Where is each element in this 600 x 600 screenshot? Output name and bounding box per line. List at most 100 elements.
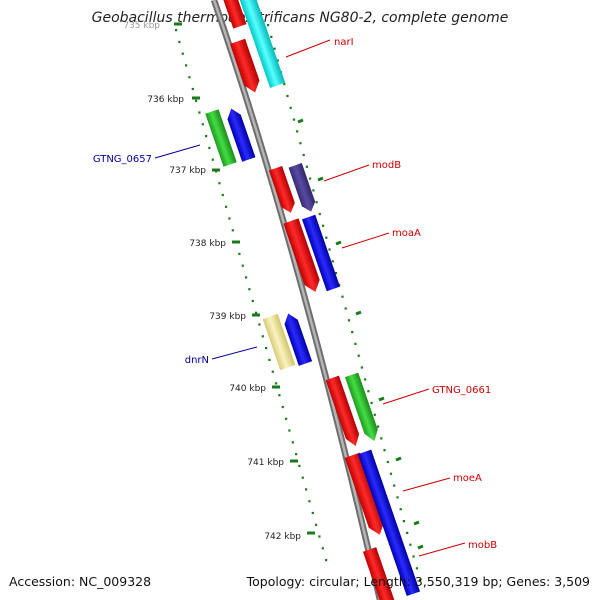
inner-guide-dot: [231, 229, 234, 232]
inner-guide-dot: [178, 40, 181, 43]
inner-guide-dot: [185, 64, 188, 67]
gene-label: GTNG_0661: [432, 385, 491, 396]
outer-guide-dot: [283, 83, 286, 86]
callout-line: [154, 144, 201, 159]
outer-guide-dot: [322, 224, 325, 227]
inner-guide-dot: [218, 182, 221, 185]
outer-guide-dot: [341, 295, 344, 298]
outer-guide-dot: [351, 331, 354, 334]
inner-guide-dot: [255, 311, 258, 314]
gene-features: [205, 0, 421, 600]
label-nari: narI: [285, 37, 354, 58]
outer-guide-dot: [393, 484, 396, 487]
gene-label: modB: [372, 160, 401, 171]
tick-736: 736 kbp: [147, 95, 200, 105]
genome-backbone-highlight: [212, 0, 382, 600]
inner-guide-dot: [271, 370, 274, 373]
inner-guide-dot: [298, 464, 301, 467]
inner-guide-dot: [238, 252, 241, 255]
gene-red-top: [220, 0, 247, 29]
map-title: Geobacillus thermodenitrificans NG80-2, …: [91, 10, 509, 26]
inner-guide-dot: [301, 476, 304, 479]
gene-blue-gtng0657: [227, 108, 256, 162]
inner-guide-dot: [205, 135, 208, 138]
outer-tick: [335, 240, 342, 246]
gene-arrow: [344, 452, 384, 535]
outer-guide-dot: [309, 177, 312, 180]
inner-guide-dot: [318, 535, 321, 538]
outer-guide-dot: [331, 260, 334, 263]
inner-guide-dot: [278, 394, 281, 397]
inner-guide-dot: [181, 52, 184, 55]
gene-yellow-dnrn: [262, 313, 296, 371]
outer-guide-dot: [267, 24, 270, 27]
inner-guide-dot: [198, 111, 201, 114]
outer-guide-dot: [402, 520, 405, 523]
outer-guide-dot: [360, 366, 363, 369]
gene-arrow: [227, 108, 256, 162]
inner-guide-dot: [311, 511, 314, 515]
outer-guide-dot: [289, 106, 292, 109]
tick-label: 742 kbp: [264, 532, 301, 542]
gene-arrow: [229, 38, 260, 93]
gene-label: mobB: [468, 540, 497, 551]
tick-735: 735 kbp: [123, 21, 182, 31]
inner-guide-dot: [258, 323, 261, 326]
gene-arrow: [283, 218, 320, 292]
outer-tick-group: [297, 118, 424, 550]
label-moea: moeA: [402, 473, 482, 492]
outer-guide-dot: [367, 390, 370, 393]
gene-body: [238, 0, 286, 88]
gene-body: [220, 0, 247, 29]
tick-label: 741 kbp: [247, 458, 284, 468]
gene-labels: narI GTNG_0657 modB moaA dnrN GTNG_0661: [93, 37, 497, 557]
tick-742: 742 kbp: [264, 531, 315, 542]
outer-guide-dot: [292, 118, 296, 121]
gene-label: moaA: [392, 228, 421, 239]
outer-tick: [413, 520, 420, 526]
outer-guide-dot: [270, 35, 273, 38]
inner-guide-dot: [201, 123, 204, 126]
gene-body: [205, 109, 237, 167]
gene-cyan-narI-block: [238, 0, 286, 88]
inner-guide-dot: [245, 276, 248, 279]
gene-arrow: [284, 313, 313, 366]
callout-line: [418, 542, 466, 557]
outer-guide-dot: [412, 555, 415, 558]
inner-guide-dot: [308, 500, 311, 503]
outer-guide-dot: [296, 130, 299, 133]
gene-red-narI: [229, 38, 260, 93]
outer-guide-dot: [334, 272, 338, 275]
outer-guide-dot: [318, 212, 321, 216]
outer-guide-dot: [386, 460, 389, 464]
outer-guide-dot: [315, 201, 318, 204]
inner-guide-dot: [325, 559, 328, 562]
inner-guide-dot: [225, 205, 228, 208]
outer-guide-dot: [419, 579, 422, 582]
label-modb: modB: [323, 160, 401, 182]
outer-guide-dot: [328, 248, 331, 251]
gene-body: [357, 449, 421, 597]
inner-guide-dot: [191, 87, 194, 91]
label-dnrn: dnrN: [185, 346, 258, 366]
inner-guide-dot: [208, 146, 211, 149]
gene-body: [302, 214, 340, 292]
callout-line: [382, 388, 430, 405]
tick-label: 739 kbp: [209, 312, 246, 322]
inner-guide-dot: [261, 335, 264, 338]
inner-guide-dot: [241, 264, 244, 267]
tick-label: 740 kbp: [229, 384, 266, 394]
outer-guide-dot: [273, 47, 276, 50]
gene-label: narI: [334, 37, 354, 48]
gene-blue-moaa: [302, 214, 340, 292]
inner-guide-dot: [305, 488, 308, 491]
tick-741: 741 kbp: [247, 458, 298, 468]
tick-label: 736 kbp: [147, 95, 184, 105]
outer-guide-dot: [389, 472, 393, 475]
inner-guide-dot: [315, 523, 318, 526]
callout-line: [211, 346, 258, 360]
outer-guide-dot: [302, 153, 305, 157]
outer-guide-dot: [299, 142, 302, 145]
label-gtng0657: GTNG_0657: [93, 144, 201, 165]
